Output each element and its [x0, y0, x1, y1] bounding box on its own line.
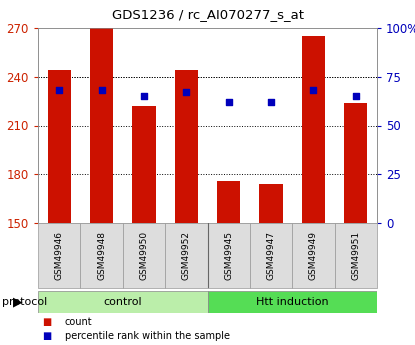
Text: control: control: [103, 297, 142, 307]
Bar: [38, 291, 208, 313]
Bar: [132, 106, 156, 223]
Point: [56, 88, 63, 93]
Bar: [208, 223, 250, 288]
Text: GSM49952: GSM49952: [182, 231, 191, 280]
Bar: [292, 223, 334, 288]
Bar: [48, 70, 71, 223]
Bar: [38, 223, 81, 288]
Point: [225, 99, 232, 105]
Text: GSM49951: GSM49951: [352, 231, 360, 280]
Point: [183, 90, 190, 95]
Text: percentile rank within the sample: percentile rank within the sample: [65, 331, 230, 341]
Bar: [344, 103, 367, 223]
Point: [141, 93, 147, 99]
Text: Htt induction: Htt induction: [256, 297, 329, 307]
Bar: [123, 223, 165, 288]
Bar: [81, 223, 123, 288]
Bar: [90, 28, 113, 223]
Bar: [259, 184, 283, 223]
Text: GSM49946: GSM49946: [55, 231, 63, 280]
Bar: [302, 36, 325, 223]
Bar: [165, 223, 208, 288]
Text: GSM49948: GSM49948: [97, 231, 106, 280]
Point: [98, 88, 105, 93]
Bar: [208, 291, 377, 313]
Bar: [175, 70, 198, 223]
Bar: [250, 223, 292, 288]
Text: ■: ■: [42, 331, 51, 341]
Point: [268, 99, 274, 105]
Text: GDS1236 / rc_AI070277_s_at: GDS1236 / rc_AI070277_s_at: [112, 8, 303, 21]
Text: GSM49945: GSM49945: [224, 231, 233, 280]
Text: protocol: protocol: [2, 297, 47, 307]
Bar: [334, 223, 377, 288]
Point: [352, 93, 359, 99]
Text: GSM49947: GSM49947: [266, 231, 276, 280]
Bar: [217, 181, 240, 223]
Point: [310, 88, 317, 93]
Text: GSM49949: GSM49949: [309, 231, 318, 280]
Text: ■: ■: [42, 317, 51, 327]
Text: GSM49950: GSM49950: [139, 231, 149, 280]
Text: ▶: ▶: [13, 296, 23, 308]
Text: count: count: [65, 317, 93, 327]
